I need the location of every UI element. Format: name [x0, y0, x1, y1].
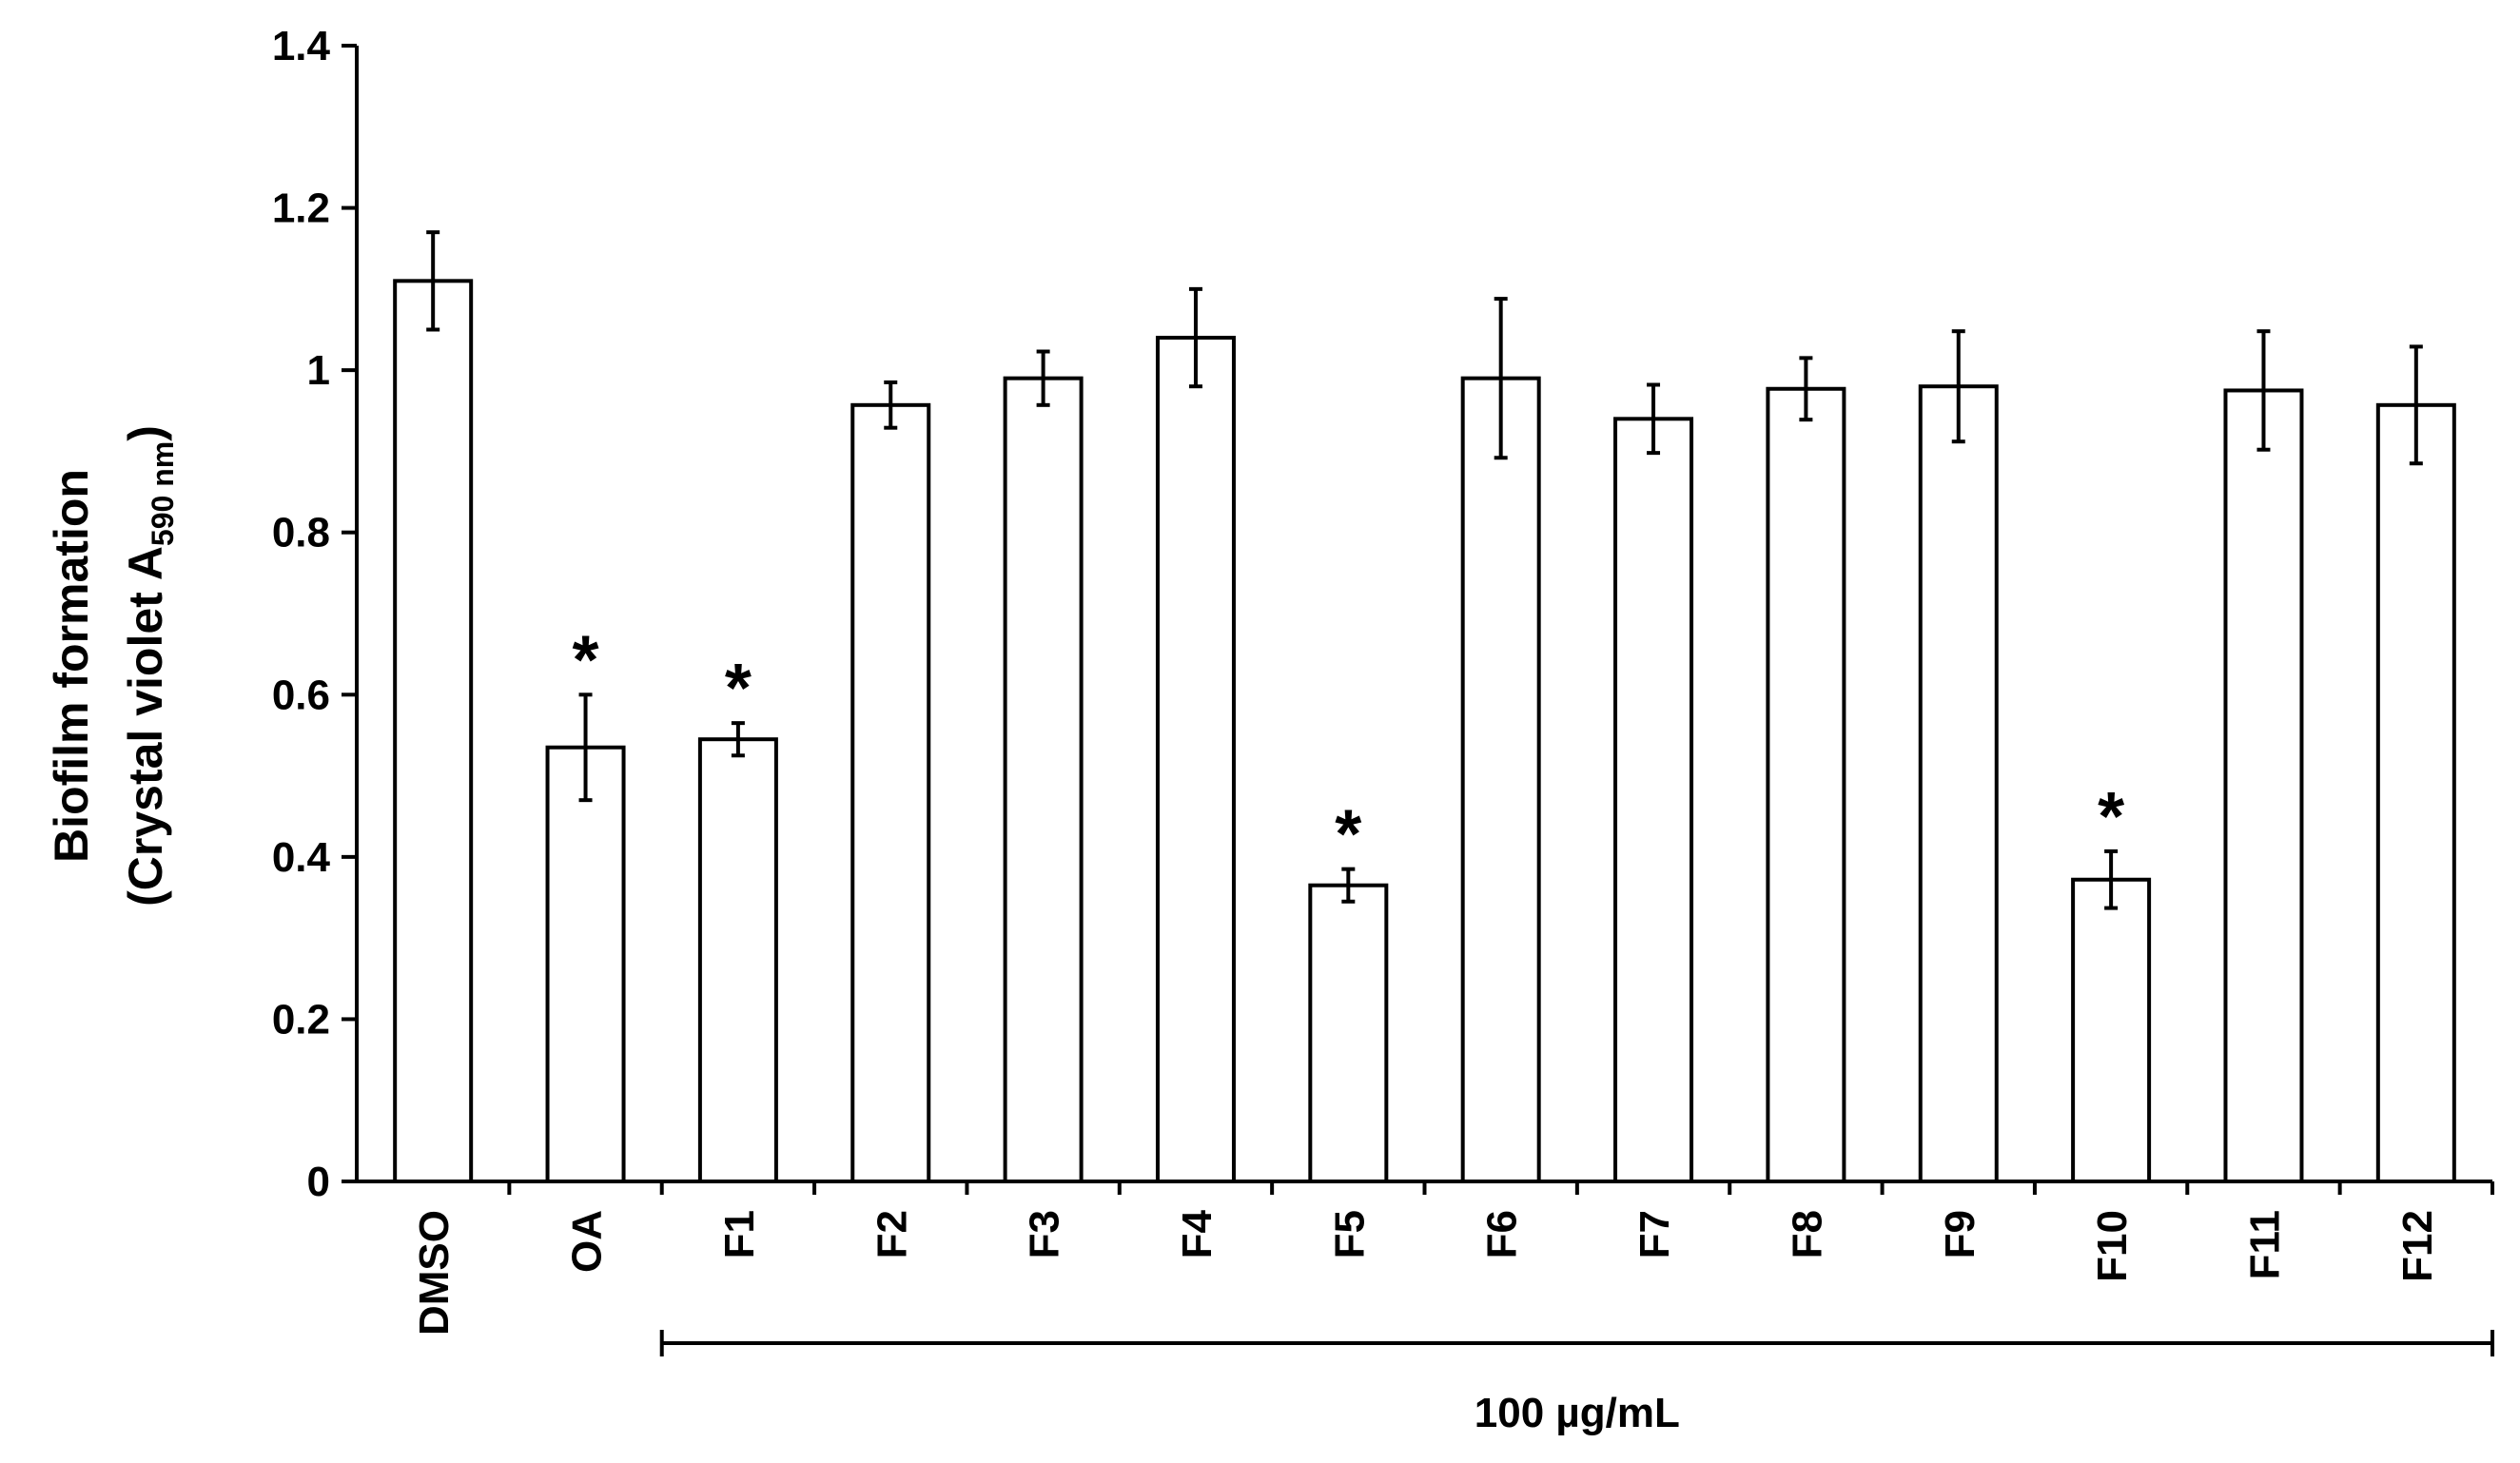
- x-tick-label-f5: F5: [1326, 1210, 1373, 1258]
- x-tick-label-f12: F12: [2394, 1210, 2441, 1282]
- x-tick-label-f4: F4: [1174, 1209, 1221, 1258]
- y-axis-label-subscript: 590 nm: [146, 441, 180, 546]
- significance-star: *: [725, 651, 752, 727]
- y-axis-label-line1: Biofilm formation: [45, 469, 98, 863]
- bar-f2: [850, 402, 931, 1183]
- bar-f11: [2223, 388, 2304, 1183]
- bar-f3: [1003, 376, 1084, 1183]
- significance-star: *: [1335, 797, 1361, 873]
- bar-f4: [1155, 336, 1236, 1183]
- bar-f5: [1308, 883, 1389, 1183]
- bar-f9: [1918, 384, 1999, 1183]
- x-tick-label-f8: F8: [1784, 1210, 1830, 1258]
- x-tick-label-dmso: DMSO: [411, 1210, 458, 1336]
- y-tick-label: 0: [307, 1159, 330, 1205]
- concentration-bracket: 100 µg/mL: [659, 1330, 2494, 1436]
- significance-star: *: [573, 622, 599, 698]
- bar-f7: [1613, 417, 1694, 1184]
- y-tick-label: 0.4: [272, 834, 331, 881]
- y-tick-label: 0.6: [272, 672, 330, 718]
- y-tick-label: 1.2: [272, 185, 330, 232]
- x-tick-label-oa: OA: [564, 1210, 611, 1273]
- y-axis-label-suffix: ): [119, 425, 172, 441]
- y-axis-label-line2: (Crystal violet A590 nm): [119, 425, 180, 907]
- x-tick-label-f1: F1: [716, 1210, 763, 1258]
- y-axis-label: Biofilm formation (Crystal violet A590 n…: [45, 425, 180, 907]
- x-tick-label-f7: F7: [1631, 1210, 1678, 1258]
- y-ticks: 0 0.2 0.4 0.6 0.8 1 1.2 1.4: [272, 23, 357, 1205]
- y-tick-label: 1: [307, 347, 330, 394]
- axes: [355, 46, 2492, 1183]
- x-tick-labels: DMSO OA F1 F2 F3 F4 F5 F6 F7 F8 F9 F10 F11 F12: [411, 1181, 2494, 1336]
- bar-f8: [1766, 386, 1846, 1184]
- bar-oa: [545, 745, 626, 1183]
- y-tick-label: 0.2: [272, 996, 330, 1043]
- x-tick-label-f9: F9: [1937, 1210, 1983, 1258]
- significance-star: *: [2098, 779, 2124, 855]
- x-tick-label-f10: F10: [2089, 1210, 2136, 1282]
- bar-f6: [1460, 376, 1541, 1183]
- x-tick-label-f6: F6: [1479, 1210, 1526, 1258]
- x-tick-label-f11: F11: [2241, 1210, 2288, 1279]
- bar-f10: [2071, 877, 2152, 1183]
- bar-dmso: [393, 279, 474, 1184]
- bracket-label: 100 µg/mL: [1475, 1390, 1680, 1436]
- bar-f12: [2375, 402, 2456, 1183]
- y-tick-label: 0.8: [272, 510, 330, 556]
- y-tick-label: 1.4: [272, 23, 331, 69]
- y-axis-label-prefix: (Crystal violet A: [119, 546, 172, 907]
- x-tick-label-f2: F2: [869, 1210, 915, 1258]
- bar-f1: [697, 737, 778, 1183]
- bars: * * * *: [393, 230, 2456, 1184]
- x-tick-label-f3: F3: [1022, 1210, 1068, 1258]
